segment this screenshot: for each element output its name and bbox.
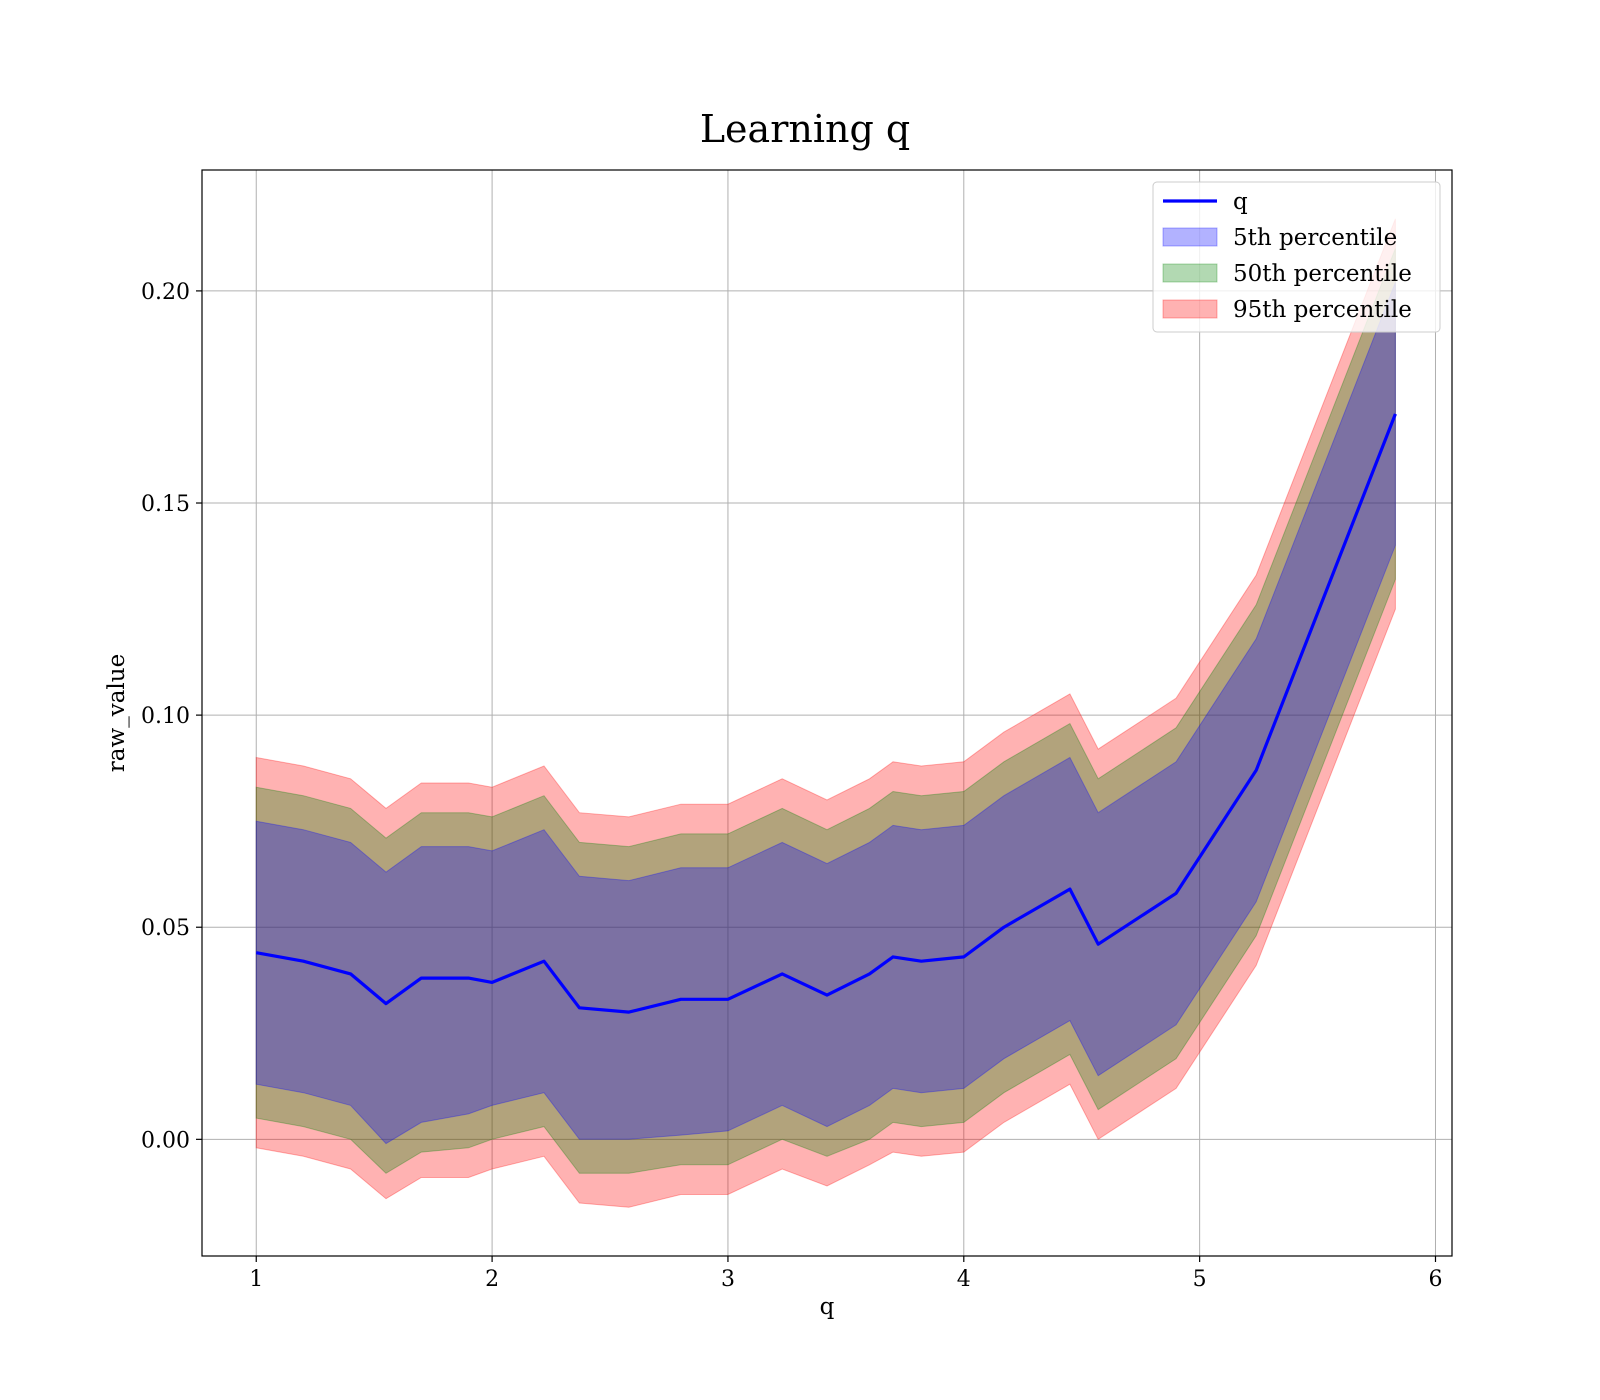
legend-box xyxy=(1152,181,1441,333)
band-50th-percentile xyxy=(255,248,1396,1174)
series-line-q xyxy=(255,413,1397,1014)
grid-layer xyxy=(202,170,1452,1256)
y-tick-label: 0.15 xyxy=(141,492,190,517)
band-layer xyxy=(255,218,1396,1208)
legend-swatch-95th xyxy=(1162,299,1218,319)
x-tick-label: 6 xyxy=(1428,1267,1442,1292)
plot-frame xyxy=(201,169,1453,1257)
x-tick-label: 3 xyxy=(721,1267,735,1292)
band-95th-percentile xyxy=(255,218,1396,1208)
band-5th-percentile xyxy=(255,282,1396,1145)
line-layer xyxy=(255,413,1397,1014)
legend-swatch-50th xyxy=(1162,263,1218,283)
legend-label-95th: 95th percentile xyxy=(1233,297,1412,323)
legend-swatch-5th xyxy=(1162,227,1218,247)
y-axis-label: raw_value xyxy=(104,654,130,772)
x-tick-label: 4 xyxy=(957,1267,971,1292)
legend-label-q: q xyxy=(1233,189,1248,215)
y-tick-label: 0.05 xyxy=(141,916,190,941)
legend-label-5th: 5th percentile xyxy=(1233,225,1397,251)
legend: q 5th percentile 50th percentile 95th pe… xyxy=(1152,181,1441,333)
legend-label-50th: 50th percentile xyxy=(1233,261,1412,287)
chart-title: Learning q xyxy=(700,107,910,151)
y-tick-label: 0.00 xyxy=(141,1128,190,1153)
y-tick-label: 0.10 xyxy=(141,704,190,729)
y-tick-label: 0.20 xyxy=(141,280,190,305)
tick-layer: 1 2 3 4 5 6 0.00 0.05 0.10 0.15 0.20 xyxy=(141,280,1442,1292)
x-tick-label: 5 xyxy=(1193,1267,1207,1292)
x-tick-label: 1 xyxy=(249,1267,263,1292)
x-axis-label: q xyxy=(820,1294,835,1320)
x-tick-label: 2 xyxy=(485,1267,499,1292)
